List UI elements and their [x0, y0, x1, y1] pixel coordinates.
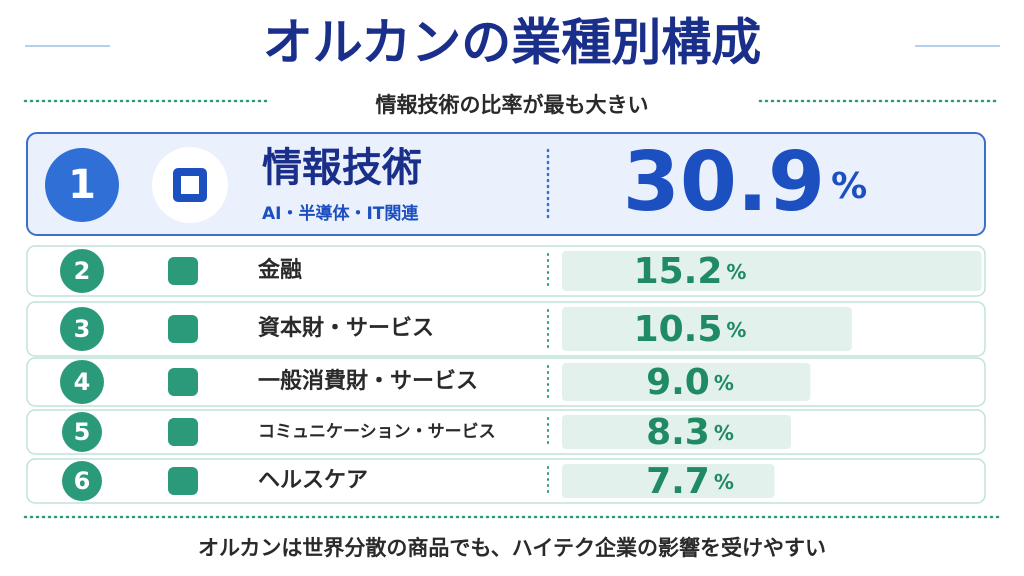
highlight-card	[26, 132, 986, 236]
chart-title: オルカンの業種別構成	[263, 14, 762, 72]
value-number: 7.7	[646, 461, 710, 502]
bar	[562, 251, 982, 291]
value-number: 9.0	[646, 362, 710, 403]
category-icon	[168, 368, 198, 396]
rank-badge	[60, 360, 104, 404]
value-label: 15.2%	[634, 251, 747, 292]
category-note: AI・半導体・IT関連	[262, 203, 419, 224]
rank-badge	[45, 148, 119, 222]
chart-subtitle: 情報技術の比率が最も大きい	[376, 93, 649, 117]
bar	[562, 415, 792, 449]
value-unit: %	[726, 318, 746, 342]
rank-badge	[62, 412, 102, 452]
value-number: 10.5	[634, 309, 723, 350]
bar	[562, 307, 852, 351]
category-icon	[168, 467, 198, 495]
chip-icon	[181, 176, 199, 194]
value-number: 8.3	[646, 412, 710, 453]
value-unit: %	[714, 371, 734, 395]
category-icon	[168, 257, 198, 285]
category-icon	[168, 315, 198, 343]
rank-number: 5	[74, 418, 91, 446]
caption: オルカンは世界分散の商品でも、ハイテク企業の影響を受けやすい	[198, 536, 826, 560]
bar	[562, 363, 811, 401]
category-label: 情報技術	[262, 145, 422, 191]
value-unit: %	[714, 470, 734, 494]
category-label: ヘルスケア	[258, 468, 368, 493]
value-label: 9.0%	[646, 362, 734, 403]
rank-number: 6	[74, 467, 91, 495]
rank-badge	[60, 249, 104, 293]
category-label: 金融	[257, 257, 302, 283]
value-number: 15.2	[634, 251, 723, 292]
category-label: 一般消費財・サービス	[258, 368, 478, 394]
value-unit: %	[714, 421, 734, 445]
rank-number: 4	[74, 368, 91, 396]
value-label: 30.9%	[623, 135, 867, 230]
value-label: 7.7%	[646, 461, 734, 502]
rank-number: 2	[74, 257, 91, 285]
rank-badge	[60, 307, 104, 351]
category-icon	[168, 418, 198, 446]
rank-number: 3	[74, 315, 91, 343]
value-unit: %	[831, 166, 867, 207]
value-label: 10.5%	[634, 309, 747, 350]
category-label: 資本財・サービス	[258, 315, 434, 341]
value-unit: %	[726, 260, 746, 284]
value-label: 8.3%	[646, 412, 734, 453]
bar	[562, 464, 775, 498]
category-label: コミュニケーション・サービス	[258, 422, 496, 442]
rank-badge	[62, 461, 102, 501]
value-number: 30.9	[623, 135, 825, 230]
rank-number: 1	[68, 162, 96, 208]
